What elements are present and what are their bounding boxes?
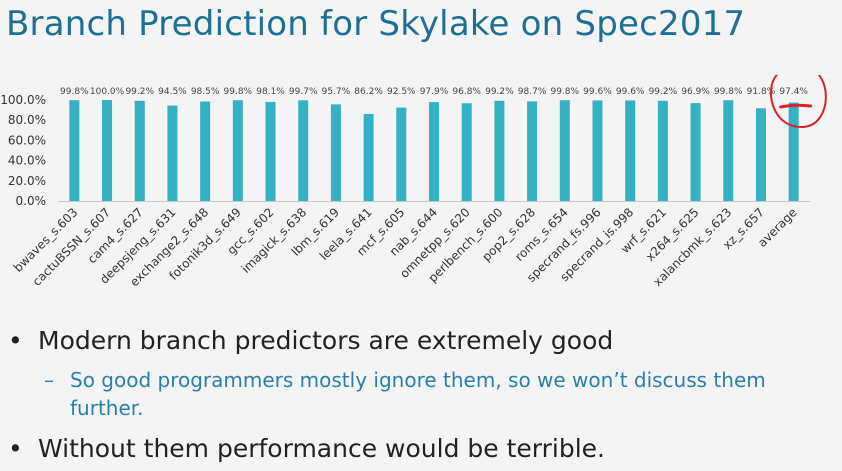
bullet-text: Modern branch predictors are extremely g… [38, 326, 614, 355]
bar [363, 113, 374, 201]
bar [429, 102, 439, 201]
highlight-underline-annotation [779, 103, 813, 109]
bar [134, 100, 145, 201]
bullet-text: Without them performance would be terrib… [38, 434, 605, 463]
bar-chart: 0.0%20.0%40.0%60.0%80.0%100.0%99.8%bwave… [0, 75, 827, 289]
data-label: 99.2% [649, 87, 678, 97]
bar [690, 103, 701, 201]
bar [200, 101, 211, 201]
data-label: 98.7% [518, 87, 547, 97]
bar [167, 105, 178, 201]
sub-bullet-text: So good programmers mostly ignore them, … [70, 368, 766, 420]
bar [298, 100, 309, 201]
data-label: 92.5% [387, 87, 416, 97]
bar [788, 102, 799, 201]
bar [330, 104, 341, 201]
data-label: 99.8% [550, 87, 579, 97]
data-label: 100.0% [90, 87, 125, 97]
sub-bullet-marker: – [44, 368, 54, 392]
y-tick-label: 20.0% [8, 174, 46, 188]
data-label: 99.6% [583, 87, 612, 97]
y-tick-label: 100.0% [0, 93, 46, 107]
y-tick-label: 40.0% [8, 154, 46, 168]
bar [592, 100, 603, 201]
data-label: 97.9% [420, 87, 449, 97]
bar [723, 100, 734, 201]
bar [494, 100, 505, 201]
data-label: 99.6% [616, 87, 645, 97]
data-label: 99.2% [485, 87, 514, 97]
data-label: 96.8% [452, 87, 481, 97]
bar [396, 107, 407, 201]
bar [559, 100, 570, 201]
bar [527, 101, 538, 201]
data-label: 98.5% [191, 87, 220, 97]
data-label: 94.5% [158, 87, 187, 97]
bar [232, 100, 243, 201]
bar [102, 100, 113, 201]
y-tick-label: 0.0% [16, 194, 47, 208]
data-label: 98.1% [256, 87, 285, 97]
data-label: 99.8% [60, 87, 89, 97]
y-tick-label: 80.0% [8, 113, 46, 127]
data-label: 99.8% [714, 87, 743, 97]
bar [625, 100, 636, 201]
bar [265, 101, 276, 201]
data-label: 95.7% [322, 87, 351, 97]
slide-title: Branch Prediction for Skylake on Spec201… [6, 4, 746, 44]
data-label: 96.9% [681, 87, 710, 97]
data-label: 91.8% [747, 87, 776, 97]
data-label: 97.4% [779, 87, 808, 97]
data-label: 99.2% [125, 87, 154, 97]
highlight-circle-annotation [770, 75, 827, 129]
bullet-marker: • [8, 434, 23, 463]
bar [69, 100, 80, 201]
data-label: 99.8% [224, 87, 253, 97]
bar [657, 100, 668, 201]
data-label: 86.2% [354, 87, 383, 97]
data-label: 99.7% [289, 87, 318, 97]
bar [461, 103, 472, 201]
bullet-marker: • [8, 326, 23, 355]
bar [755, 108, 766, 201]
y-tick-label: 60.0% [8, 133, 46, 147]
